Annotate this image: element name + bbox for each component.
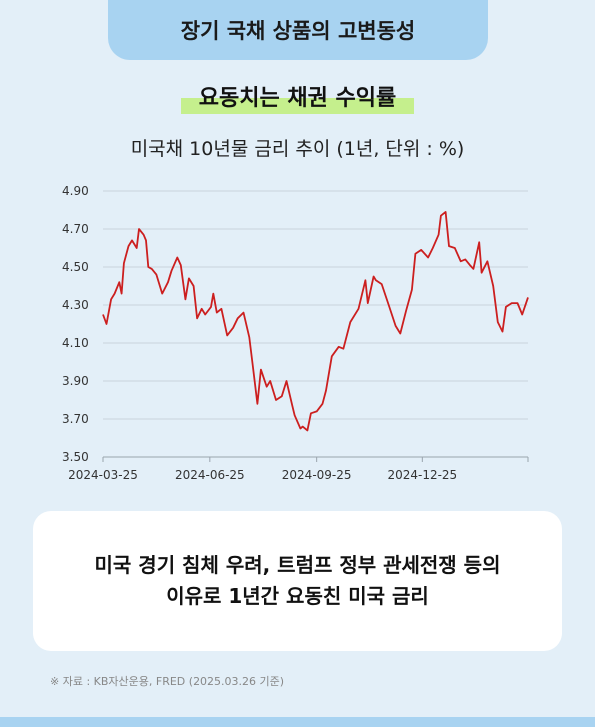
x-tick-label: 2024-09-25 <box>282 468 352 482</box>
y-tick-label: 4.10 <box>62 336 89 350</box>
y-tick-label: 3.70 <box>62 412 89 426</box>
y-tick-label: 4.30 <box>62 298 89 312</box>
subtitle-wrap: 요동치는 채권 수익률 <box>0 80 595 114</box>
yield-series-line <box>102 211 529 432</box>
y-tick-label: 3.50 <box>62 450 89 464</box>
y-axis-ticks: 4.90 4.70 4.50 4.30 4.10 3.90 3.70 3.50 <box>62 184 89 464</box>
chart-title: 미국채 10년물 금리 추이 (1년, 단위 : %) <box>130 138 465 160</box>
subtitle-text: 요동치는 채권 수익률 <box>198 86 397 111</box>
summary-line-1: 미국 경기 침체 우려, 트럼프 정부 관세전쟁 등의 <box>94 553 501 577</box>
x-tick-label: 2024-03-25 <box>68 468 138 482</box>
x-tick-label: 2024-12-25 <box>387 468 457 482</box>
y-tick-label: 4.50 <box>62 260 89 274</box>
subtitle: 요동치는 채권 수익률 <box>180 80 415 114</box>
y-tick-label: 3.90 <box>62 374 89 388</box>
summary-card: 미국 경기 침체 우려, 트럼프 정부 관세전쟁 등의 이유로 1년간 요동친 … <box>33 511 562 651</box>
header-title: 장기 국채 상품의 고변동성 <box>180 19 416 43</box>
header-banner: 장기 국채 상품의 고변동성 <box>108 0 488 60</box>
subtitle-highlight <box>180 98 415 114</box>
y-tick-label: 4.90 <box>62 184 89 198</box>
summary-line-2: 이유로 1년간 요동친 미국 금리 <box>166 584 429 608</box>
chart-grid <box>103 190 528 458</box>
y-tick-label: 4.70 <box>62 222 89 236</box>
bottom-bar <box>0 717 595 727</box>
source-note: ※ 자료 : KB자산운용, FRED (2025.03.26 기준) <box>50 675 285 688</box>
x-axis-ticks: 2024-03-25 2024-06-25 2024-09-25 2024-12-25 <box>68 457 529 482</box>
yield-line-chart: 4.90 4.70 4.50 4.30 4.10 3.90 3.70 3.50 2024-03… <box>62 184 529 482</box>
x-tick-label: 2024-06-25 <box>175 468 245 482</box>
